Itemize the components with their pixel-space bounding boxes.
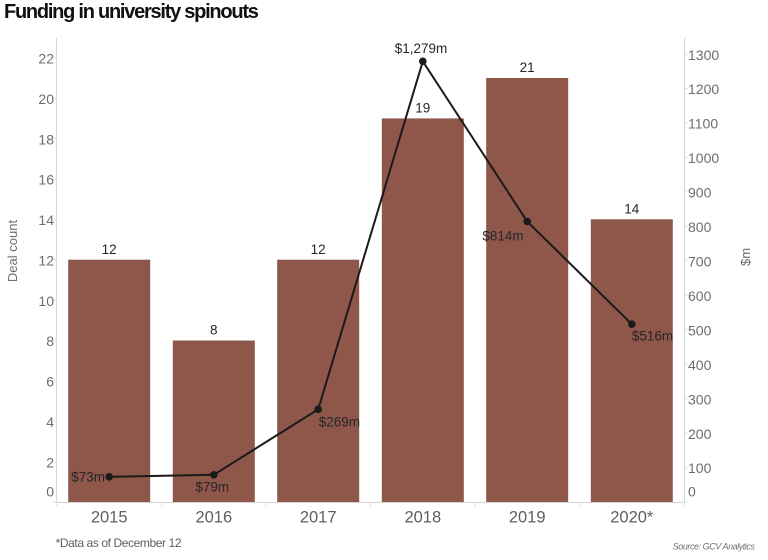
svg-text:Source: GCV Analytics: Source: GCV Analytics bbox=[673, 542, 756, 552]
svg-text:14: 14 bbox=[624, 202, 640, 217]
svg-text:16: 16 bbox=[38, 172, 54, 188]
svg-text:2: 2 bbox=[46, 454, 54, 470]
svg-text:$1,279m: $1,279m bbox=[395, 41, 448, 56]
svg-text:$814m: $814m bbox=[482, 229, 523, 244]
svg-text:700: 700 bbox=[688, 254, 712, 270]
svg-text:2020*: 2020* bbox=[610, 508, 654, 526]
svg-text:1200: 1200 bbox=[688, 81, 719, 97]
svg-text:12: 12 bbox=[102, 242, 117, 257]
svg-text:0: 0 bbox=[688, 484, 696, 500]
svg-text:1300: 1300 bbox=[688, 47, 719, 63]
svg-text:8: 8 bbox=[210, 323, 218, 338]
svg-text:8: 8 bbox=[46, 333, 54, 349]
svg-text:300: 300 bbox=[688, 391, 712, 407]
svg-text:18: 18 bbox=[38, 131, 54, 147]
svg-text:12: 12 bbox=[38, 252, 54, 268]
svg-text:$73m: $73m bbox=[71, 470, 105, 485]
svg-text:200: 200 bbox=[688, 426, 712, 442]
svg-text:20: 20 bbox=[38, 91, 54, 107]
svg-text:800: 800 bbox=[688, 219, 712, 235]
svg-text:Funding in university spinouts: Funding in university spinouts bbox=[4, 1, 259, 23]
svg-text:2016: 2016 bbox=[195, 508, 232, 526]
svg-text:2017: 2017 bbox=[300, 508, 337, 526]
svg-text:100: 100 bbox=[688, 460, 712, 476]
svg-text:*Data as of December 12: *Data as of December 12 bbox=[56, 536, 182, 550]
svg-text:0: 0 bbox=[46, 484, 54, 500]
svg-text:900: 900 bbox=[688, 185, 712, 201]
svg-text:600: 600 bbox=[688, 288, 712, 304]
svg-text:1100: 1100 bbox=[688, 116, 718, 132]
svg-text:2019: 2019 bbox=[509, 508, 546, 526]
svg-text:6: 6 bbox=[46, 374, 54, 390]
svg-text:$269m: $269m bbox=[319, 414, 360, 429]
svg-text:2015: 2015 bbox=[91, 508, 128, 526]
svg-text:$516m: $516m bbox=[632, 329, 673, 344]
svg-text:14: 14 bbox=[38, 212, 54, 228]
svg-text:12: 12 bbox=[311, 242, 326, 257]
svg-text:400: 400 bbox=[688, 357, 712, 373]
svg-text:2018: 2018 bbox=[404, 508, 441, 526]
svg-text:500: 500 bbox=[688, 322, 712, 338]
svg-text:22: 22 bbox=[38, 51, 54, 67]
svg-text:1000: 1000 bbox=[688, 150, 719, 166]
svg-text:$79m: $79m bbox=[195, 480, 229, 495]
svg-text:Deal count: Deal count bbox=[5, 220, 20, 283]
svg-text:10: 10 bbox=[38, 293, 54, 309]
svg-text:21: 21 bbox=[520, 60, 535, 75]
svg-text:19: 19 bbox=[415, 101, 430, 116]
svg-text:$m: $m bbox=[738, 248, 753, 266]
svg-text:4: 4 bbox=[46, 414, 54, 430]
